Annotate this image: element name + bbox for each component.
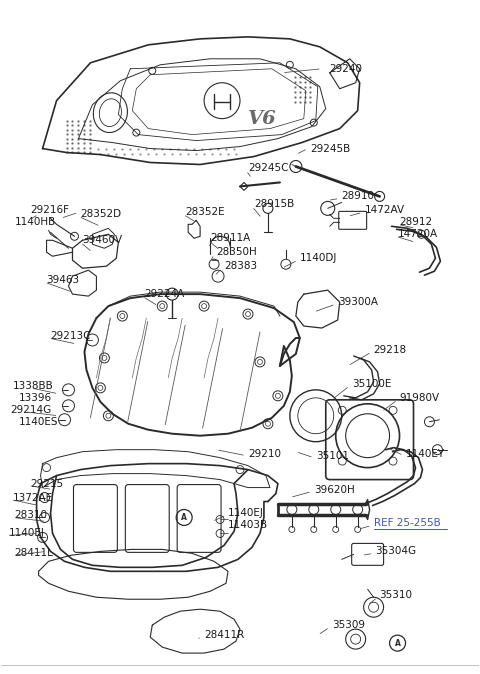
Text: 13396: 13396 bbox=[19, 393, 52, 403]
Text: 29215: 29215 bbox=[31, 479, 64, 489]
Text: 28350H: 28350H bbox=[216, 247, 257, 257]
Text: 39463: 39463 bbox=[47, 275, 80, 285]
Text: 35309: 35309 bbox=[332, 620, 365, 630]
Text: 1472AV: 1472AV bbox=[365, 206, 405, 216]
Text: 29224A: 29224A bbox=[144, 289, 184, 299]
Text: 35310: 35310 bbox=[380, 590, 413, 601]
Text: 1140EJ: 1140EJ bbox=[9, 528, 45, 539]
Text: 1140EJ: 1140EJ bbox=[228, 508, 264, 518]
Text: 35100E: 35100E bbox=[352, 379, 391, 389]
Text: 1140ES: 1140ES bbox=[19, 417, 58, 427]
Text: 29216F: 29216F bbox=[31, 206, 70, 216]
Text: 11403B: 11403B bbox=[228, 520, 268, 530]
Text: 39460V: 39460V bbox=[83, 235, 122, 245]
Text: 39620H: 39620H bbox=[314, 485, 355, 495]
Text: 1140HB: 1140HB bbox=[15, 217, 56, 227]
Text: A: A bbox=[181, 513, 187, 522]
Text: REF 25-255B: REF 25-255B bbox=[373, 518, 440, 528]
Text: 29245C: 29245C bbox=[248, 164, 288, 173]
Text: 28910: 28910 bbox=[342, 191, 375, 202]
Text: 29218: 29218 bbox=[373, 345, 407, 355]
Text: 14720A: 14720A bbox=[397, 229, 438, 239]
Text: 28411L: 28411L bbox=[15, 549, 54, 558]
Text: 28383: 28383 bbox=[224, 262, 257, 271]
Text: 39300A: 39300A bbox=[338, 297, 378, 307]
Text: 28352D: 28352D bbox=[81, 210, 121, 219]
Text: 29210: 29210 bbox=[248, 449, 281, 459]
Text: 1140DJ: 1140DJ bbox=[300, 253, 337, 264]
Text: 28912: 28912 bbox=[399, 217, 432, 227]
Text: 28352E: 28352E bbox=[185, 208, 225, 217]
Text: 28915B: 28915B bbox=[254, 200, 294, 210]
Text: 1140EY: 1140EY bbox=[406, 449, 444, 459]
Text: V6: V6 bbox=[248, 110, 276, 127]
Text: 28411R: 28411R bbox=[204, 630, 244, 640]
Text: 35101: 35101 bbox=[316, 451, 349, 460]
Text: 1338BB: 1338BB bbox=[12, 381, 53, 391]
Text: 29213C: 29213C bbox=[50, 331, 91, 341]
Text: 35304G: 35304G bbox=[376, 547, 417, 556]
Text: 28310: 28310 bbox=[15, 510, 48, 520]
Text: 91980V: 91980V bbox=[399, 393, 440, 403]
Text: 1372AE: 1372AE bbox=[12, 493, 53, 503]
Text: 29240: 29240 bbox=[330, 64, 363, 73]
Text: 29214G: 29214G bbox=[11, 405, 52, 415]
Text: 29245B: 29245B bbox=[310, 144, 350, 154]
Text: 28911A: 28911A bbox=[210, 233, 251, 243]
Text: A: A bbox=[395, 638, 400, 648]
